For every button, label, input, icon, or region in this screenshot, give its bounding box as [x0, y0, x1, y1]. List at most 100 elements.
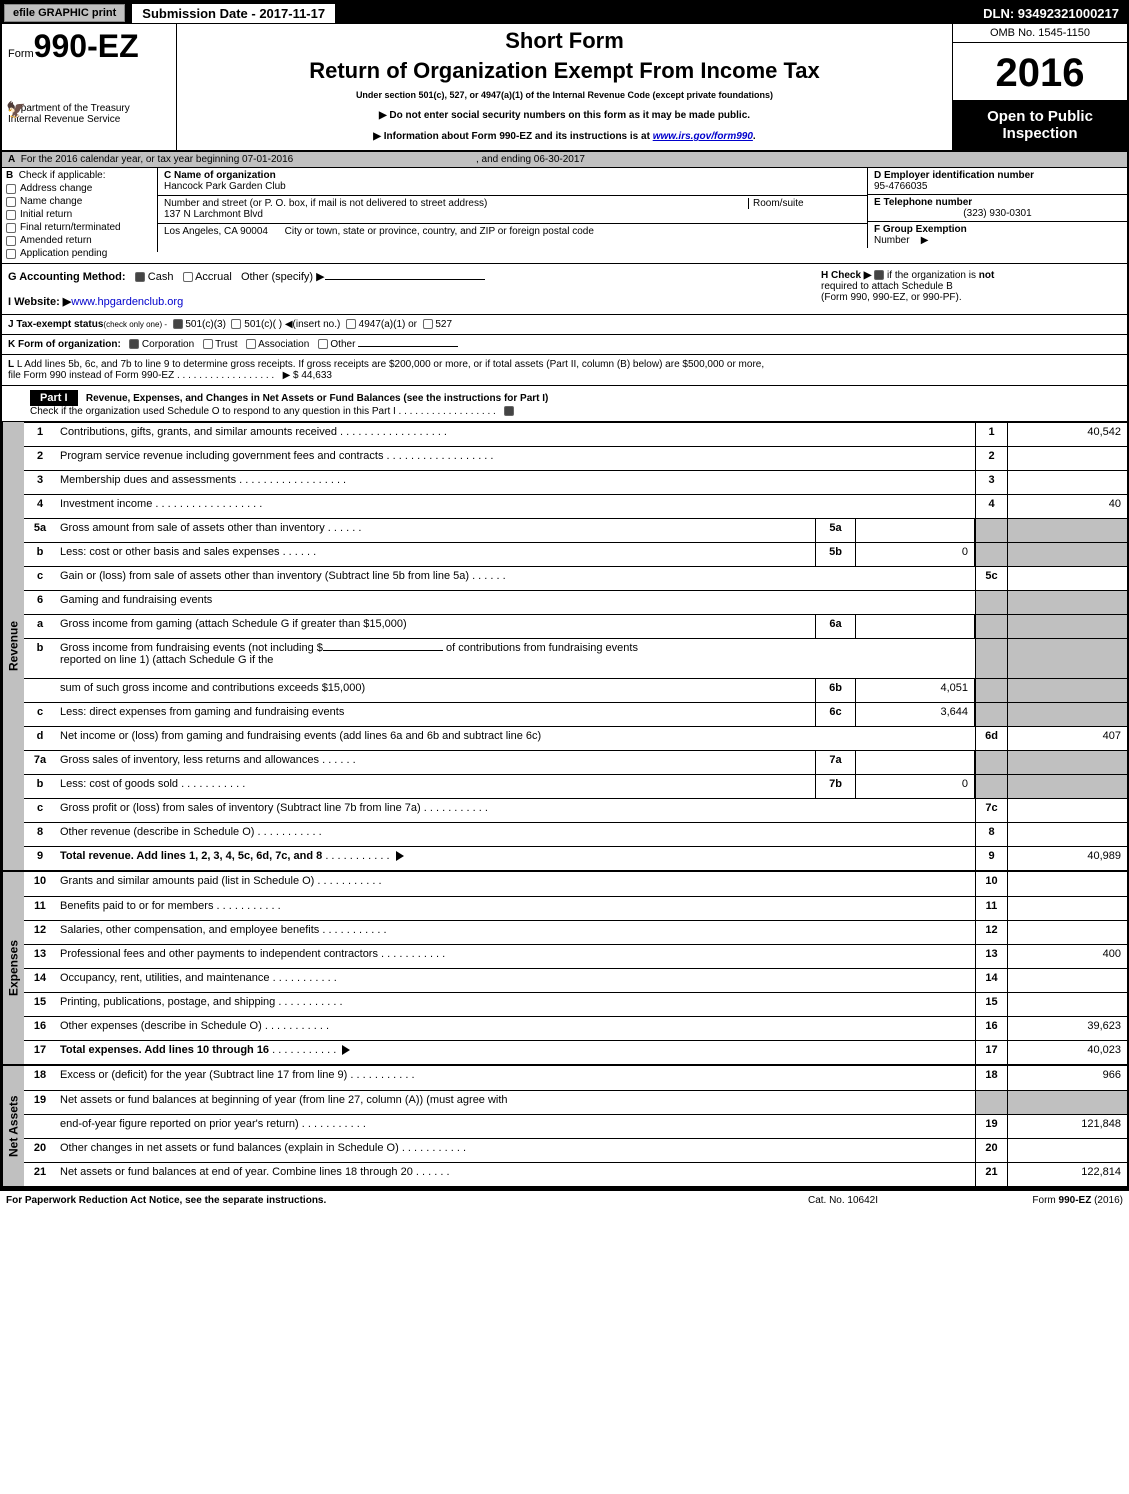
top-bar: efile GRAPHIC print Submission Date - 20… [2, 2, 1127, 24]
irs-link[interactable]: www.irs.gov/form990 [653, 131, 753, 142]
checkbox-icon[interactable] [203, 339, 213, 349]
j-4947: 4947(a)(1) or [359, 319, 417, 330]
line-19-top: 19 Net assets or fund balances at beginn… [24, 1090, 1127, 1114]
desc-text: Other revenue (describe in Schedule O) [60, 826, 254, 838]
check-name[interactable]: Name change [6, 196, 153, 207]
num-box-shaded [975, 519, 1007, 542]
line-num: d [24, 727, 56, 750]
fundraising-amount-input[interactable] [323, 650, 443, 651]
checkbox-icon [6, 236, 16, 246]
dln: DLN: 93492321000217 [983, 6, 1127, 21]
website-link[interactable]: www.hpgardenclub.org [71, 296, 183, 308]
footer-catalog: Cat. No. 10642I [743, 1195, 943, 1206]
checkbox-icon[interactable] [874, 270, 884, 280]
irs-eagle-icon: 🦅 [6, 100, 26, 120]
line-21: 21 Net assets or fund balances at end of… [24, 1162, 1127, 1186]
num-box: 7c [975, 799, 1007, 822]
efile-print-button[interactable]: efile GRAPHIC print [4, 4, 125, 22]
line-desc: Less: cost or other basis and sales expe… [56, 543, 815, 566]
check-final[interactable]: Final return/terminated [6, 222, 153, 233]
num-box: 19 [975, 1115, 1007, 1138]
val-box-shaded [1007, 679, 1127, 702]
short-form-title: Short Form [187, 28, 942, 54]
checkbox-icon[interactable] [423, 319, 433, 329]
checkbox-icon[interactable] [504, 406, 514, 416]
desc-text: end-of-year figure reported on prior yea… [60, 1118, 299, 1130]
part1-header: Part I Revenue, Expenses, and Changes in… [2, 386, 1127, 422]
checkbox-icon[interactable] [231, 319, 241, 329]
desc-text: sum of such gross income and contributio… [60, 682, 365, 694]
num-box: 2 [975, 447, 1007, 470]
check-amended[interactable]: Amended return [6, 235, 153, 246]
checkbox-icon[interactable] [173, 319, 183, 329]
h-text2: required to attach Schedule B [821, 281, 953, 292]
f-label: F Group Exemption [874, 224, 967, 235]
val-box: 40,023 [1007, 1041, 1127, 1064]
mid-val: 4,051 [855, 679, 975, 702]
checkbox-icon[interactable] [183, 272, 193, 282]
line-desc: Gross amount from sale of assets other t… [56, 519, 815, 542]
num-box: 16 [975, 1017, 1007, 1040]
line-desc: end-of-year figure reported on prior yea… [56, 1115, 975, 1138]
k-other-input[interactable] [358, 346, 458, 347]
dots [325, 522, 362, 534]
dots [337, 426, 447, 438]
checkbox-icon[interactable] [129, 339, 139, 349]
checkbox-icon [6, 210, 16, 220]
num-box: 17 [975, 1041, 1007, 1064]
num-box: 6d [975, 727, 1007, 750]
checkbox-icon[interactable] [318, 339, 328, 349]
dots [319, 924, 386, 936]
org-info-section: B Check if applicable: Address change Na… [2, 168, 1127, 264]
row-l: L L Add lines 5b, 6c, and 7b to line 9 t… [2, 355, 1127, 386]
val-box: 966 [1007, 1066, 1127, 1090]
footer-form-post: (2016) [1091, 1195, 1123, 1206]
line-desc: Other changes in net assets or fund bala… [56, 1139, 975, 1162]
dots [421, 802, 488, 814]
other-label: Other (specify) ▶ [241, 271, 325, 283]
line-num: 12 [24, 921, 56, 944]
check-address[interactable]: Address change [6, 183, 153, 194]
checkbox-icon[interactable] [246, 339, 256, 349]
val-box-shaded [1007, 543, 1127, 566]
dots [347, 1069, 414, 1081]
part1-label: Part I [30, 390, 78, 406]
line-desc: Membership dues and assessments [56, 471, 975, 494]
val-box: 40,542 [1007, 423, 1127, 446]
desc-text: Net assets or fund balances at end of ye… [60, 1166, 413, 1178]
val-box-shaded [1007, 639, 1127, 678]
line-a-end: , and ending 06-30-2017 [476, 154, 585, 165]
desc-pre: Gross income from fundraising events (no… [60, 642, 323, 654]
line-num: 1 [24, 423, 56, 446]
ein-val: 95-4766035 [874, 181, 927, 192]
revenue-side-label: Revenue [2, 422, 24, 870]
line-num: 20 [24, 1139, 56, 1162]
j-527: 527 [435, 319, 452, 330]
num-box: 10 [975, 872, 1007, 896]
val-box [1007, 471, 1127, 494]
num-box-shaded [975, 591, 1007, 614]
tax-year: 2016 [953, 43, 1127, 100]
group-exemption-cell: F Group Exemption Number ▶ [867, 222, 1127, 248]
num-box: 14 [975, 969, 1007, 992]
check-initial[interactable]: Initial return [6, 209, 153, 220]
dots [152, 498, 262, 510]
line-desc: Grants and similar amounts paid (list in… [56, 872, 975, 896]
arrow-line-1: ▶ Do not enter social security numbers o… [187, 110, 942, 121]
line-desc: Program service revenue including govern… [56, 447, 975, 470]
accounting-method: G Accounting Method: Cash Accrual Other … [8, 270, 821, 308]
desc-text: Occupancy, rent, utilities, and maintena… [60, 972, 270, 984]
line-6b-top: b Gross income from fundraising events (… [24, 638, 1127, 678]
part1-title: Revenue, Expenses, and Changes in Net As… [86, 393, 549, 404]
check-pending[interactable]: Application pending [6, 248, 153, 259]
row-j: J Tax-exempt status(check only one) - 50… [2, 315, 1127, 335]
desc-text: Less: cost of goods sold [60, 778, 178, 790]
k-assoc: Association [258, 339, 309, 350]
line-num: 9 [24, 847, 56, 870]
checkbox-icon[interactable] [135, 272, 145, 282]
desc-text: Total revenue. Add lines 1, 2, 3, 4, 5c,… [60, 850, 322, 862]
checkbox-icon[interactable] [346, 319, 356, 329]
line-num: 19 [24, 1091, 56, 1114]
other-specify-input[interactable] [325, 279, 485, 280]
line-desc: Less: cost of goods sold [56, 775, 815, 798]
